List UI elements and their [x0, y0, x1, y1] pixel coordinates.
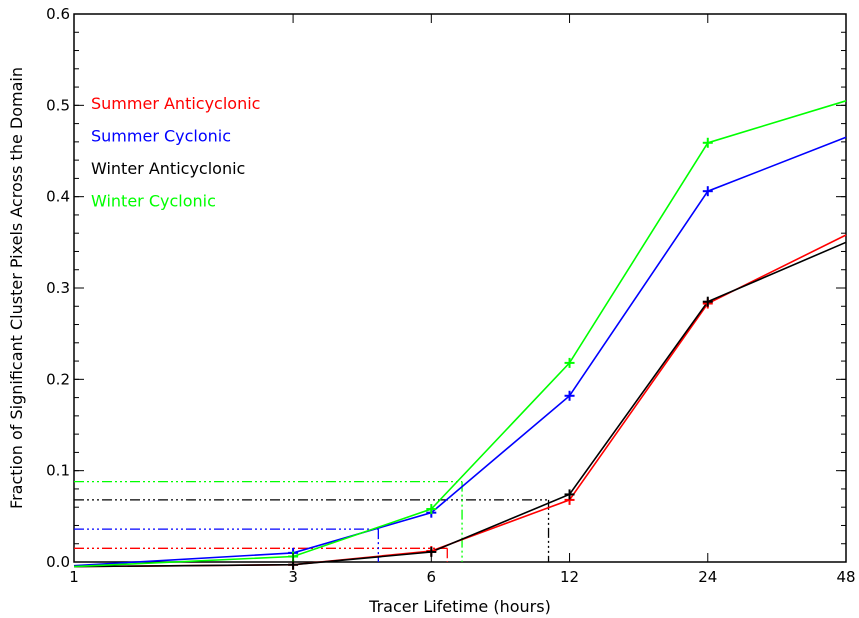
x-tick-label: 48: [836, 568, 855, 586]
point-winter-cyclonic-24: [702, 137, 713, 148]
y-axis-title: Fraction of Significant Cluster Pixels A…: [7, 67, 26, 509]
x-tick-label: 6: [427, 568, 437, 586]
series-line-winter-anticyclonic: [73, 241, 847, 568]
x-tick-label: 12: [560, 568, 579, 586]
legend: Summer Anticyclonic Summer Cyclonic Winter…: [91, 94, 260, 211]
series-lines: [73, 100, 847, 568]
series-markers: [288, 137, 713, 570]
x-axis-title: Tracer Lifetime (hours): [368, 597, 551, 616]
y-tick-label: 0.0: [46, 553, 70, 571]
point-winter-cyclonic-6: [426, 504, 437, 515]
point-winter-cyclonic-12: [564, 357, 575, 368]
y-tick-label: 0.6: [46, 5, 70, 23]
series-line-winter-cyclonic: [73, 100, 847, 568]
series-line-summer-anticyclonic: [73, 234, 847, 568]
point-summer-cyclonic-12: [564, 390, 575, 401]
legend-entry-winter-anticyclonic: Winter Anticyclonic: [91, 159, 245, 178]
x-tick-label: 3: [288, 568, 298, 586]
y-tick-label: 0.1: [46, 462, 70, 480]
threshold-lines: [74, 480, 550, 562]
y-tick-label: 0.5: [46, 96, 70, 114]
point-winter-anticyclonic-12: [564, 489, 575, 500]
series-line-summer-cyclonic: [73, 136, 847, 567]
axis-tick-labels: 1 3 6 12 24 48 0.0 0.1 0.2 0.3 0.4 0.5 0.6: [46, 5, 855, 586]
legend-entry-winter-cyclonic: Winter Cyclonic: [91, 192, 216, 211]
legend-entry-summer-cyclonic: Summer Cyclonic: [91, 127, 231, 146]
y-tick-label: 0.3: [46, 279, 70, 297]
legend-entry-summer-anticyclonic: Summer Anticyclonic: [91, 94, 260, 113]
point-winter-anticyclonic-24: [702, 296, 713, 307]
x-tick-label: 1: [69, 568, 79, 586]
y-tick-label: 0.2: [46, 370, 70, 388]
x-tick-label: 24: [698, 568, 717, 586]
y-tick-label: 0.4: [46, 188, 70, 206]
axis-ticks: [73, 13, 847, 563]
point-summer-cyclonic-24: [702, 186, 713, 197]
